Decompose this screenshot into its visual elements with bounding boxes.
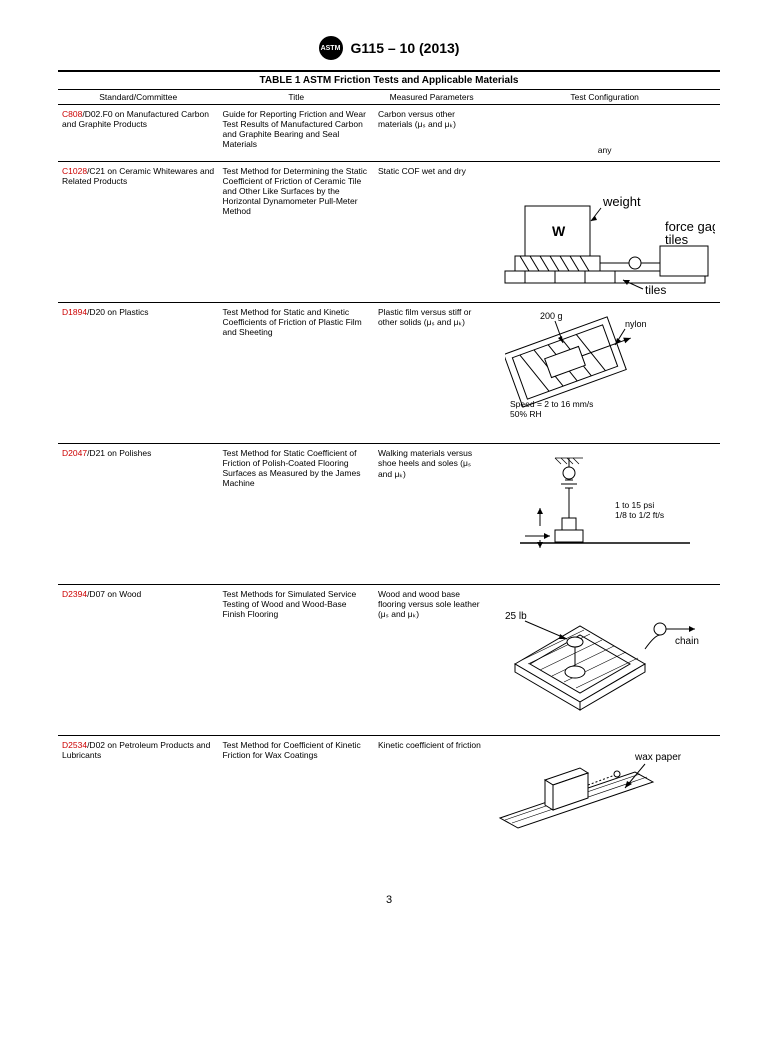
config-diagram: wax paper xyxy=(489,736,720,877)
std-code: C808 xyxy=(62,109,82,119)
doc-number: G115 – 10 (2013) xyxy=(351,40,460,56)
film-diagram-icon: 200 g nylon Speed = 2 to 16 mm/s 50% RH xyxy=(505,307,705,427)
std-title: Test Method for Determining the Static C… xyxy=(218,162,373,303)
table-row: C1028/C21 on Ceramic Whitewares and Rela… xyxy=(58,162,720,303)
std-params: Walking materials versus shoe heels and … xyxy=(374,444,489,585)
page-header: ASTM G115 – 10 (2013) xyxy=(58,36,720,60)
svg-text:Speed = 2 to 16 mm/s: Speed = 2 to 16 mm/s xyxy=(510,399,593,409)
th-standard: Standard/Committee xyxy=(58,90,218,105)
svg-text:nylon: nylon xyxy=(625,319,647,329)
friction-tests-table: TABLE 1 ASTM Friction Tests and Applicab… xyxy=(58,70,720,876)
std-params: Wood and wood base flooring versus sole … xyxy=(374,585,489,736)
svg-text:1 to 15 psi: 1 to 15 psi xyxy=(615,500,654,510)
svg-text:200 g: 200 g xyxy=(540,311,563,321)
std-params: Static COF wet and dry xyxy=(374,162,489,303)
std-code: D2047 xyxy=(62,448,87,458)
table-row: D2047/D21 on Polishes Test Method for St… xyxy=(58,444,720,585)
svg-text:25 lb: 25 lb xyxy=(505,611,527,622)
table-row: D1894/D20 on Plastics Test Method for St… xyxy=(58,303,720,444)
std-params: Kinetic coefficient of friction xyxy=(374,736,489,877)
svg-text:wax paper: wax paper xyxy=(634,752,682,763)
table-row: D2394/D07 on Wood Test Methods for Simul… xyxy=(58,585,720,736)
th-params: Measured Parameters xyxy=(374,90,489,105)
config-any: any xyxy=(489,105,720,162)
table-caption: TABLE 1 ASTM Friction Tests and Applicab… xyxy=(58,71,720,90)
config-diagram: 1 to 15 psi 1/8 to 1/2 ft/s xyxy=(489,444,720,585)
committee: /D02.F0 on Manufactured Carbon and Graph… xyxy=(62,109,209,129)
svg-text:1/8 to 1/2 ft/s: 1/8 to 1/2 ft/s xyxy=(615,510,664,520)
wood-diagram-icon: 25 lb chain xyxy=(495,589,715,729)
committee: /D21 on Polishes xyxy=(87,448,151,458)
std-code: D2534 xyxy=(62,740,87,750)
th-config: Test Configuration xyxy=(489,90,720,105)
svg-text:weight: weight xyxy=(602,194,641,209)
table-row: D2534/D02 on Petroleum Products and Lubr… xyxy=(58,736,720,877)
james-diagram-icon: 1 to 15 psi 1/8 to 1/2 ft/s xyxy=(505,448,705,558)
wax-diagram-icon: wax paper xyxy=(495,740,715,850)
std-params: Carbon versus other materials (μₛ and μₖ… xyxy=(374,105,489,162)
sled-diagram-icon: W weight force gage tiles tiles xyxy=(495,166,715,296)
config-diagram: 25 lb chain xyxy=(489,585,720,736)
std-title: Test Methods for Simulated Service Testi… xyxy=(218,585,373,736)
std-title: Guide for Reporting Friction and Wear Te… xyxy=(218,105,373,162)
std-code: C1028 xyxy=(62,166,87,176)
std-code: D2394 xyxy=(62,589,87,599)
committee: /D20 on Plastics xyxy=(87,307,148,317)
svg-text:tiles: tiles xyxy=(665,232,689,247)
svg-text:tiles: tiles xyxy=(645,283,666,296)
th-title: Title xyxy=(218,90,373,105)
std-title: Test Method for Coefficient of Kinetic F… xyxy=(218,736,373,877)
committee: /D07 on Wood xyxy=(87,589,141,599)
std-title: Test Method for Static and Kinetic Coeff… xyxy=(218,303,373,444)
std-title: Test Method for Static Coefficient of Fr… xyxy=(218,444,373,585)
config-diagram: 200 g nylon Speed = 2 to 16 mm/s 50% RH xyxy=(489,303,720,444)
svg-text:chain: chain xyxy=(675,636,699,647)
std-code: D1894 xyxy=(62,307,87,317)
svg-text:50% RH: 50% RH xyxy=(510,409,542,419)
page-number: 3 xyxy=(58,894,720,906)
std-params: Plastic film versus stiff or other solid… xyxy=(374,303,489,444)
table-row: C808/D02.F0 on Manufactured Carbon and G… xyxy=(58,105,720,162)
config-diagram: W weight force gage tiles tiles xyxy=(489,162,720,303)
astm-logo-icon: ASTM xyxy=(319,36,343,60)
svg-text:W: W xyxy=(552,223,566,239)
